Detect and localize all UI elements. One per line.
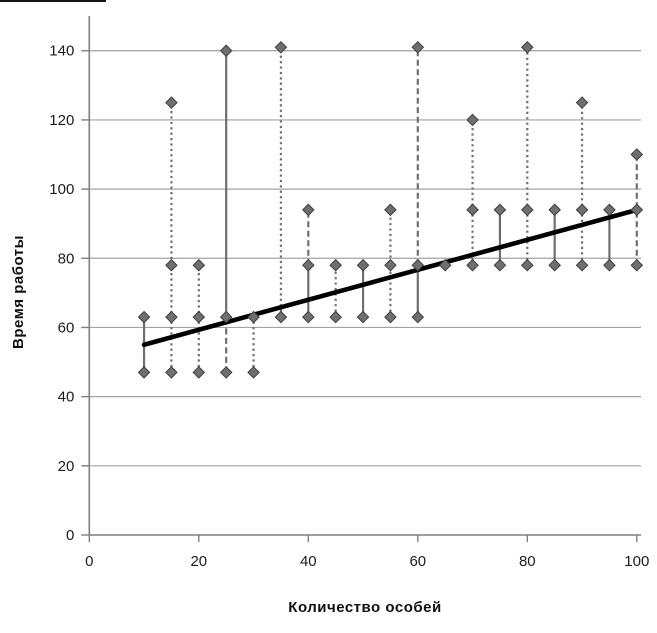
data-point-marker [630,148,644,161]
data-point-marker [219,366,233,379]
tick-labels-group: 0 20 40 60 80 100 120 140 0 20 40 60 80 100 [49,43,649,570]
data-point-marker [575,203,589,217]
data-point-marker [603,258,616,272]
range-lines-group [142,47,638,373]
data-point-marker [603,203,616,217]
data-point-marker [548,258,561,272]
data-point-marker [247,366,260,379]
data-point-marker [301,310,315,324]
data-point-marker [274,40,288,54]
data-point-marker [384,203,397,217]
data-point-marker [520,203,534,217]
data-point-marker [384,310,397,324]
data-point-marker [165,310,178,324]
x-tick-label: 60 [409,553,426,570]
data-point-marker [384,258,397,272]
x-tick-label: 20 [190,553,207,570]
axes [81,16,641,542]
x-tick-label: 40 [300,553,317,570]
y-tick-label: 60 [58,319,75,336]
y-axis-title: Время работы [10,235,27,349]
data-point-marker [192,258,206,272]
data-point-marker [301,258,315,272]
data-point-marker [165,96,178,109]
data-point-marker [575,96,589,109]
data-point-marker [438,258,452,272]
data-point-marker [329,310,342,324]
data-point-marker [493,258,507,272]
data-point-marker [411,258,425,272]
data-point-marker [356,258,370,272]
data-point-marker [466,203,479,217]
data-point-marker [356,310,370,324]
data-point-marker [520,40,534,54]
data-point-marker [630,203,644,217]
data-point-marker [411,310,425,324]
data-point-marker [165,366,178,379]
data-points-group [137,40,644,379]
y-tick-label: 80 [58,250,75,267]
data-point-marker [493,203,507,217]
data-point-marker [548,203,561,217]
x-tick-label: 100 [624,553,649,570]
data-point-marker [219,310,233,324]
data-point-marker [630,258,644,272]
data-point-marker [575,258,589,272]
x-tick-label: 80 [519,553,536,570]
y-tick-label: 120 [49,112,74,129]
y-tick-label: 20 [58,458,75,475]
x-tick-label: 0 [85,553,93,570]
gridlines [89,50,641,467]
data-point-marker [137,366,151,379]
data-point-marker [192,366,206,379]
y-tick-label: 140 [49,43,74,60]
data-point-marker [219,44,233,58]
y-tick-label: 100 [49,181,74,198]
data-point-marker [466,258,479,272]
data-point-marker [466,113,479,127]
data-point-marker [192,310,206,324]
x-axis-title: Количество особей [288,599,441,616]
data-point-marker [137,310,151,324]
data-point-marker [301,203,315,217]
scan-artifact-line [0,0,106,2]
data-point-marker [247,310,260,324]
data-point-marker [274,310,288,324]
data-point-marker [329,258,342,272]
y-tick-label: 0 [66,527,74,544]
data-point-marker [411,40,425,54]
data-point-marker [165,258,178,272]
y-tick-label: 40 [58,389,75,406]
data-point-marker [520,258,534,272]
